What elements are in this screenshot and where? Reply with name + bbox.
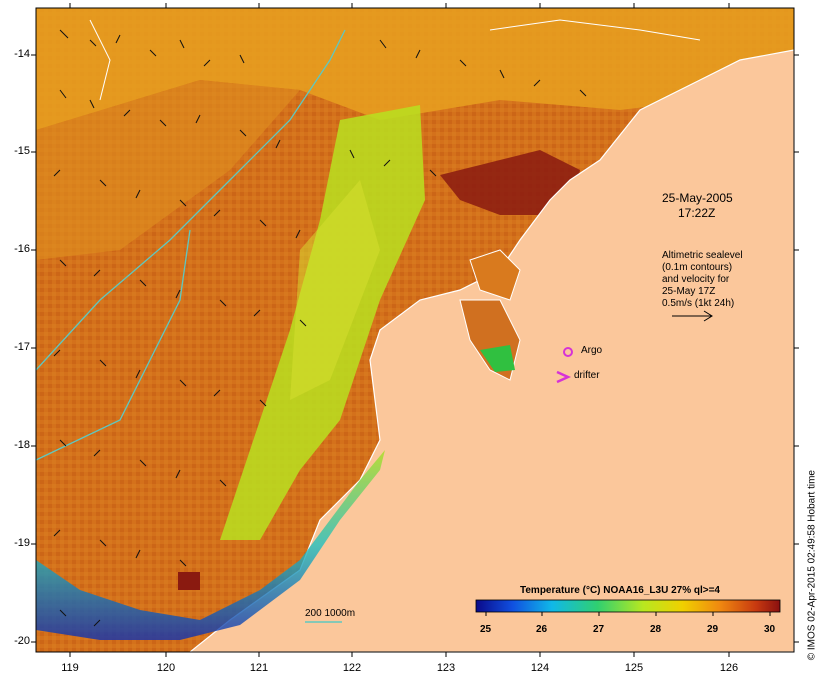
plot-frame — [35, 7, 795, 653]
credit-text: © IMOS 02-Apr-2015 02:49:58 Hobart time — [806, 470, 817, 661]
colorbar-tick: 27 — [593, 624, 605, 635]
velocity-arrows — [53, 29, 587, 627]
argo-marker — [563, 347, 573, 357]
y-tick-label: -18 — [14, 439, 30, 451]
y-tick-label: -15 — [14, 145, 30, 157]
altimetry-line: 25-May 17Z — [662, 286, 716, 297]
date-label: 25-May-2005 — [662, 191, 733, 205]
colorbar-tick: 26 — [536, 624, 548, 635]
colorbar — [475, 599, 781, 613]
y-tick-label: -19 — [14, 537, 30, 549]
colorbar-tick: 25 — [480, 624, 492, 635]
drifter-label: drifter — [574, 370, 600, 381]
x-tick-label: 121 — [249, 662, 269, 674]
x-tick-label: 125 — [624, 662, 644, 674]
drifter-marker — [556, 370, 572, 384]
x-tick-label: 120 — [156, 662, 176, 674]
altimetry-line: Altimetric sealevel — [662, 250, 743, 261]
argo-label: Argo — [581, 345, 603, 356]
x-tick-label: 126 — [719, 662, 739, 674]
coastal-band — [36, 450, 385, 640]
colorbar-title: Temperature (°C) NOAA16_L3U 27% ql>=4 — [520, 585, 720, 596]
y-tick-label: -17 — [14, 341, 30, 353]
x-tick-label: 124 — [530, 662, 550, 674]
time-label: 17:22Z — [678, 206, 716, 220]
colorbar-tick: 29 — [707, 624, 719, 635]
altimetry-line: (0.1m contours) — [662, 262, 733, 273]
altimetry-line: and velocity for — [662, 274, 730, 285]
scale-arrow — [672, 310, 713, 322]
colorbar-tick: 28 — [650, 624, 662, 635]
colorbar-tick: 30 — [764, 624, 776, 635]
depth-legend-label: 200 1000m — [305, 608, 356, 619]
x-tick-label: 122 — [342, 662, 362, 674]
y-tick-label: -14 — [14, 48, 30, 60]
y-tick-label: -20 — [14, 635, 30, 647]
altimetry-line: 0.5m/s (1kt 24h) — [662, 298, 735, 309]
x-tick-label: 123 — [436, 662, 456, 674]
x-tick-label: 119 — [61, 662, 79, 674]
y-tick-label: -16 — [14, 243, 30, 255]
